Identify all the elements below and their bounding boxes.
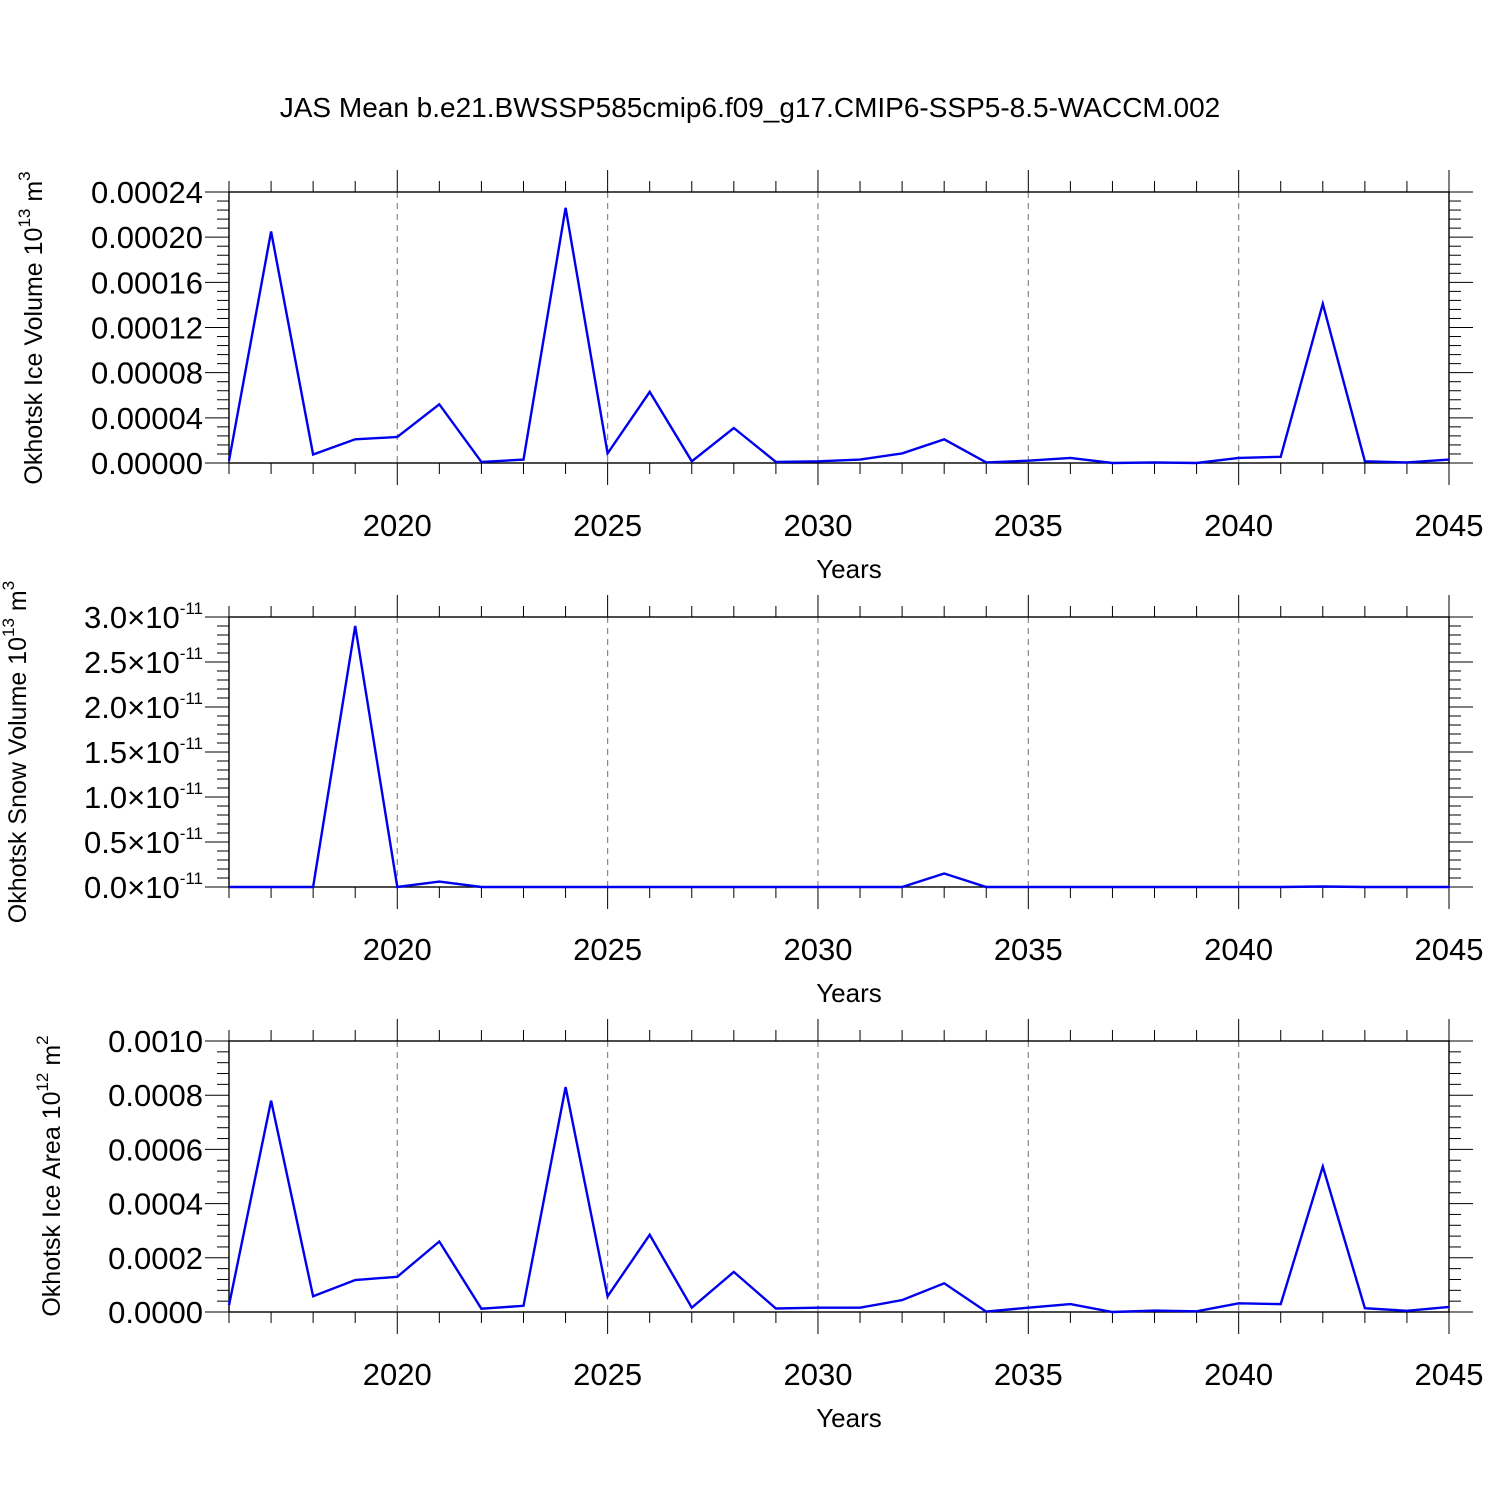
- x-tick-label: 2035: [994, 508, 1063, 543]
- series-line: [227, 1086, 1450, 1314]
- y-tick-label: 2.5×10-11: [84, 644, 203, 680]
- figure-title: JAS Mean b.e21.BWSSP585cmip6.f09_g17.CMI…: [280, 92, 1221, 123]
- panels: 0.00000 0.00004 0.00008 0.00012 0.00016 0.000…: [0, 170, 1483, 1433]
- series-line: [229, 625, 1449, 889]
- x-tick-label: 2040: [1204, 932, 1273, 967]
- x-axis-label: Years: [816, 1403, 882, 1433]
- y-tick-label: 0.00016: [91, 265, 203, 300]
- y-tick-label: 0.0006: [108, 1132, 203, 1167]
- chart-panel-2: 0.0×10-11 0.5×10-11 1.0×10-11 1.5×10-11 2.0×…: [0, 581, 1483, 1008]
- y-tick-label: 0.00024: [91, 175, 203, 210]
- y-tick-label: 1.0×10-11: [84, 779, 203, 815]
- y-axis-label: Okhotsk Ice Volume 1013 m3: [15, 171, 48, 484]
- y-axis-label: Okhotsk Ice Area 1012 m2: [33, 1035, 66, 1316]
- y-axis-label: Okhotsk Snow Volume 1013 m3: [0, 581, 32, 923]
- plot-frame: [228, 1040, 1450, 1313]
- x-tick-label: 2020: [363, 932, 432, 967]
- y-tick-label: 0.5×10-11: [84, 824, 203, 860]
- x-tick-label: 2040: [1204, 508, 1273, 543]
- plot-frame: [228, 191, 1450, 464]
- x-tick-label: 2035: [994, 1357, 1063, 1392]
- x-tick-label: 2045: [1415, 508, 1484, 543]
- x-axis-label: Years: [816, 554, 882, 584]
- y-tick-label: 0.00004: [91, 401, 203, 436]
- y-tick-label: 0.0008: [108, 1078, 203, 1113]
- x-tick-label: 2020: [363, 1357, 432, 1392]
- x-tick-label: 2020: [363, 508, 432, 543]
- y-tick-label: 0.00012: [91, 311, 203, 346]
- x-tick-label: 2030: [783, 932, 852, 967]
- series-line: [227, 207, 1450, 465]
- x-tick-label: 2030: [783, 508, 852, 543]
- y-tick-label: 0.0×10-11: [84, 869, 203, 905]
- y-tick-label: 3.0×10-11: [84, 599, 203, 635]
- y-tick-label: 2.0×10-11: [84, 689, 203, 725]
- y-tick-label: 0.0002: [108, 1241, 203, 1276]
- y-tick-label: 1.5×10-11: [84, 734, 203, 770]
- y-tick-label: 0.0010: [108, 1024, 203, 1059]
- y-tick-label: 0.0004: [108, 1187, 203, 1222]
- x-tick-label: 2025: [573, 932, 642, 967]
- x-tick-label: 2040: [1204, 1357, 1273, 1392]
- chart-panel-3: 0.0000 0.0002 0.0004 0.0006 0.0008 0.0010 2020…: [33, 1019, 1483, 1433]
- x-tick-label: 2030: [783, 1357, 852, 1392]
- x-tick-label: 2025: [573, 508, 642, 543]
- y-tick-label: 0.00020: [91, 220, 203, 255]
- x-axis-label: Years: [816, 978, 882, 1008]
- y-tick-label: 0.00000: [91, 446, 203, 481]
- plot-frame: [228, 616, 1450, 888]
- x-tick-label: 2025: [573, 1357, 642, 1392]
- chart-panel-1: 0.00000 0.00004 0.00008 0.00012 0.00016 0.000…: [15, 170, 1483, 584]
- x-tick-label: 2035: [994, 932, 1063, 967]
- x-tick-label: 2045: [1415, 1357, 1484, 1392]
- y-tick-label: 0.0000: [108, 1295, 203, 1330]
- x-tick-label: 2045: [1415, 932, 1484, 967]
- y-tick-label: 0.00008: [91, 356, 203, 391]
